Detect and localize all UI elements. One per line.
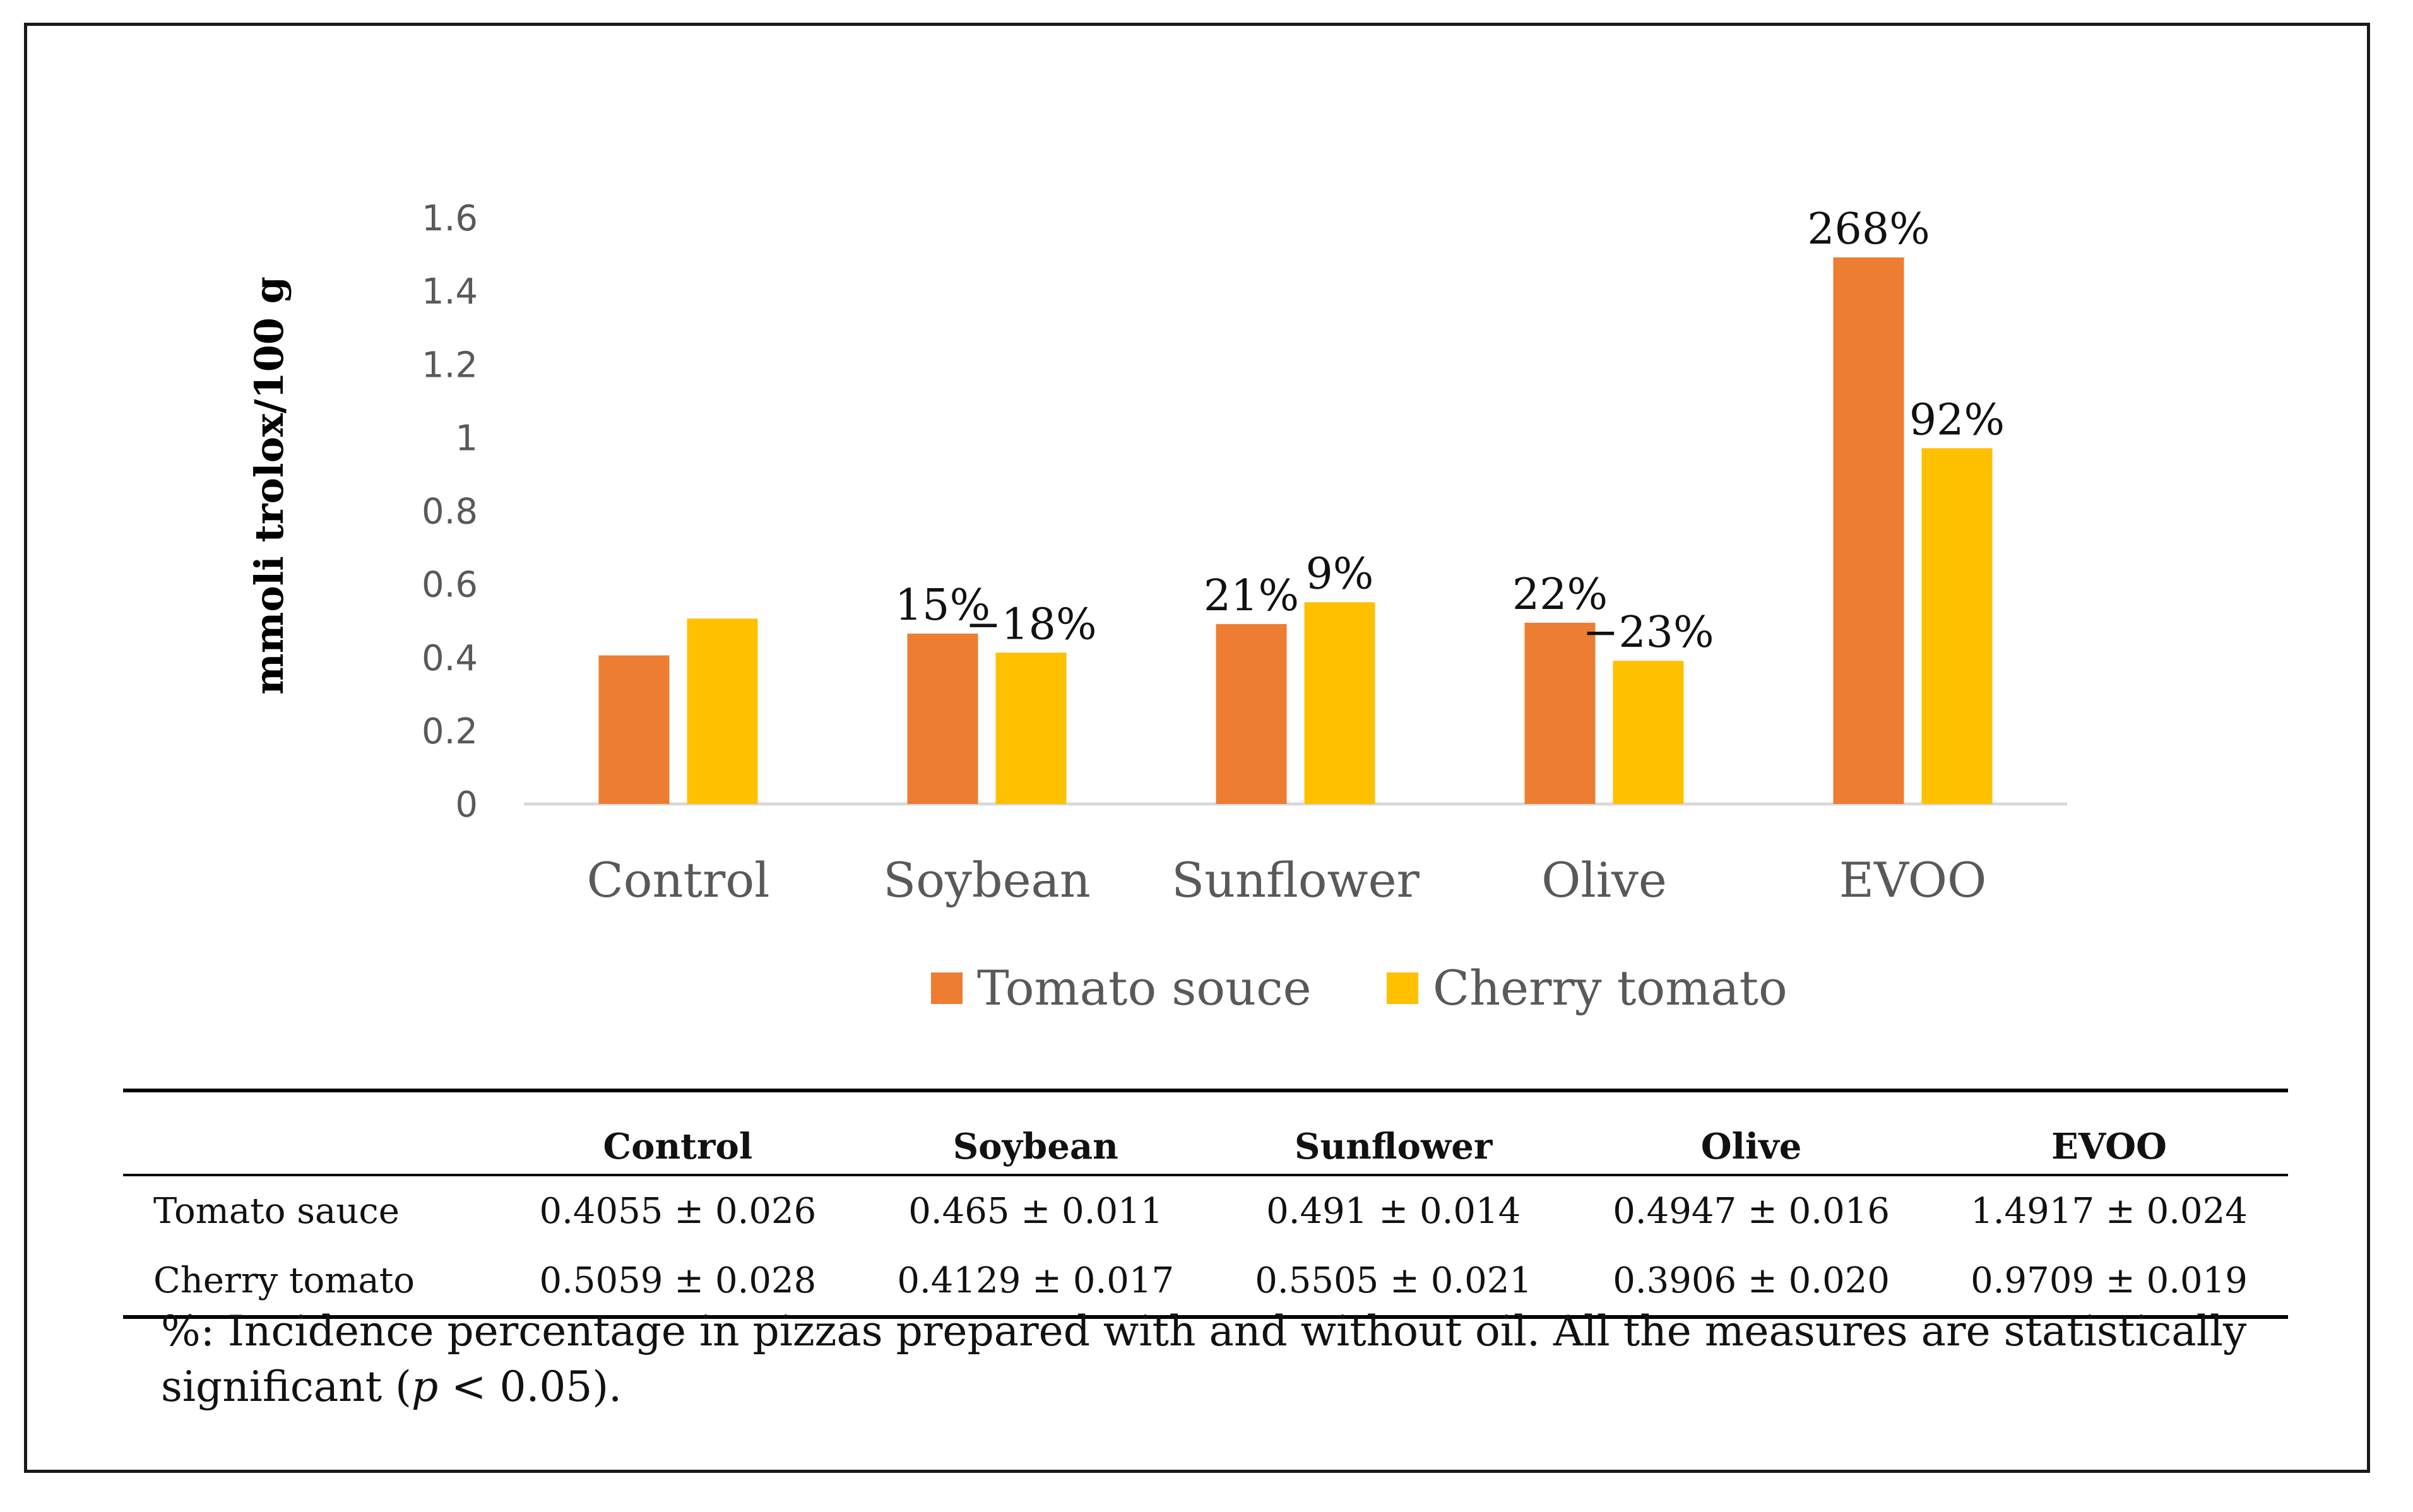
- table-header-row: Control Soybean Sunflower Olive EVOO: [123, 1090, 2288, 1175]
- legend-label: Tomato souce: [977, 960, 1312, 1016]
- legend-swatch: [931, 972, 963, 1004]
- table-header-cell: EVOO: [2051, 1126, 2167, 1167]
- x-tick-label: EVOO: [1839, 852, 1987, 908]
- table-row: Tomato sauce 0.4055 ± 0.026 0.465 ± 0.01…: [123, 1175, 2288, 1246]
- table-cell: 0.491 ± 0.014: [1266, 1190, 1521, 1232]
- table-cell: 0.4129 ± 0.017: [897, 1260, 1175, 1301]
- table-cell: 0.5059 ± 0.028: [539, 1260, 817, 1301]
- table-cell: 0.9709 ± 0.019: [1971, 1260, 2248, 1301]
- bar: [995, 653, 1067, 804]
- x-tick-label: Soybean: [883, 852, 1091, 908]
- bar: [907, 634, 978, 804]
- bar: [1524, 622, 1596, 804]
- table-cell: 0.465 ± 0.011: [908, 1190, 1163, 1232]
- data-label: 15%: [895, 581, 990, 630]
- data-label: 268%: [1807, 204, 1930, 254]
- table-cell: 0.4055 ± 0.026: [539, 1190, 817, 1232]
- figure-frame: [24, 23, 2370, 1473]
- y-tick-label: 1.2: [422, 345, 478, 386]
- y-tick-label: 1: [455, 418, 478, 459]
- legend-label: Cherry tomato: [1433, 960, 1788, 1016]
- data-label: 21%: [1204, 571, 1299, 621]
- bar-chart: 0 0.2 0.4 0.6 0.8 1 1.2 1.4 1.6 mmoli trolox/100 …: [246, 198, 2067, 1016]
- table-cell: 0.4947 ± 0.016: [1613, 1190, 1890, 1232]
- data-table: Control Soybean Sunflower Olive EVOO Tom…: [123, 1089, 2288, 1319]
- data-label: 92%: [1909, 395, 2005, 445]
- x-tick-label: Sunflower: [1171, 852, 1420, 908]
- table-header-cell: Control: [603, 1126, 753, 1167]
- data-label: −18%: [965, 599, 1096, 649]
- bar: [598, 655, 670, 804]
- table-header-cell: Olive: [1700, 1126, 1802, 1167]
- bar: [1216, 623, 1287, 804]
- y-tick-label: 0.6: [422, 565, 478, 606]
- y-tick-label: 0.4: [422, 638, 478, 679]
- y-axis-title: mmoli trolox/100 g: [246, 276, 292, 695]
- y-tick-label: 0.2: [422, 711, 478, 752]
- table-row-label: Cherry tomato: [153, 1260, 415, 1301]
- y-tick-label: 0.8: [422, 492, 478, 533]
- data-label: 9%: [1306, 549, 1374, 599]
- bar: [1921, 448, 1993, 804]
- table-cell: 0.3906 ± 0.020: [1613, 1260, 1890, 1301]
- y-tick-label: 1.4: [422, 271, 478, 312]
- x-tick-label: Olive: [1541, 852, 1667, 908]
- footnote-p-symbol: p: [411, 1362, 439, 1411]
- legend-swatch: [1387, 972, 1418, 1004]
- bar: [1613, 661, 1684, 804]
- table-header-cell: Sunflower: [1295, 1126, 1493, 1167]
- bar: [1833, 257, 1904, 804]
- data-label: 22%: [1512, 570, 1608, 620]
- table-row: Cherry tomato 0.5059 ± 0.028 0.4129 ± 0.…: [123, 1246, 2288, 1317]
- table-row-label: Tomato sauce: [153, 1190, 400, 1232]
- table-cell: 0.5505 ± 0.021: [1255, 1260, 1533, 1301]
- table-header-cell: [123, 1090, 499, 1175]
- x-tick-label: Control: [587, 852, 770, 908]
- table-cell: 1.4917 ± 0.024: [1971, 1190, 2248, 1232]
- footnote-text: %: Incidence percentage in pizzas prepar…: [161, 1307, 2247, 1411]
- footnote: %: Incidence percentage in pizzas prepar…: [161, 1304, 2307, 1415]
- data-label: −23%: [1582, 608, 1714, 658]
- y-tick-label: 0: [455, 784, 478, 825]
- bar: [687, 618, 758, 804]
- bar: [1304, 602, 1375, 804]
- y-tick-label: 1.6: [422, 198, 478, 239]
- footnote-text-end: < 0.05).: [438, 1362, 622, 1411]
- table-header-cell: Soybean: [952, 1126, 1118, 1167]
